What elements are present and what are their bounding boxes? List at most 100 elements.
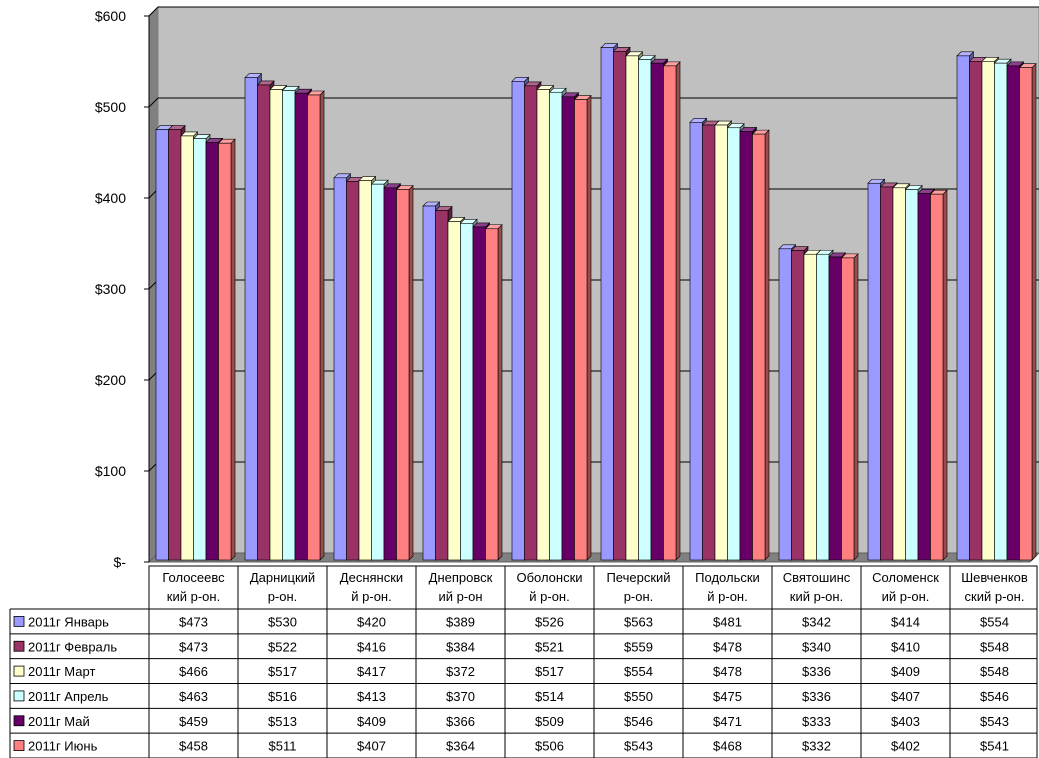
bar-front xyxy=(371,183,385,561)
bar xyxy=(840,253,859,561)
legend-swatch xyxy=(13,616,25,627)
data-label: $548 xyxy=(980,664,1009,679)
bar-front xyxy=(294,92,308,561)
data-label: $554 xyxy=(980,614,1009,629)
bar-front xyxy=(791,250,805,561)
bar-front xyxy=(981,61,995,561)
bar-front xyxy=(880,186,894,561)
bar-front xyxy=(511,81,525,561)
bar-front xyxy=(702,124,716,561)
category-label: Днепровск xyxy=(429,570,493,585)
bar-front xyxy=(828,256,842,561)
data-label: $407 xyxy=(357,739,386,754)
legend-swatch xyxy=(13,715,25,727)
data-label: $403 xyxy=(891,714,920,729)
y-tick-label: $200 xyxy=(95,372,126,388)
data-label: $342 xyxy=(802,614,831,629)
category-label: Оболонски xyxy=(516,570,582,585)
bar-front xyxy=(307,94,321,561)
legend-label: 2011г Январь xyxy=(28,614,109,629)
legend-label: 2011г Март xyxy=(28,664,95,679)
data-label: $402 xyxy=(891,739,920,754)
bar-front xyxy=(638,59,652,561)
data-label: $407 xyxy=(891,689,920,704)
category-label: Голосеевс xyxy=(162,570,225,585)
bar-front xyxy=(193,138,207,561)
bar-front xyxy=(803,253,817,561)
data-label: $506 xyxy=(535,739,564,754)
data-label: $370 xyxy=(446,689,475,704)
data-table: Голосеевс кий р-он. Дарницкий р-он. Деснянск… xyxy=(9,565,1038,758)
data-label: $463 xyxy=(179,689,208,704)
data-label: $554 xyxy=(624,664,653,679)
data-label: $478 xyxy=(713,639,742,654)
y-tick-label: $- xyxy=(114,554,127,570)
bar-front xyxy=(422,205,436,561)
bar-side xyxy=(497,224,503,561)
category-label: ский р-он. xyxy=(965,589,1025,604)
data-label: $543 xyxy=(980,714,1009,729)
y-tick-label: $500 xyxy=(95,99,126,115)
data-label: $364 xyxy=(446,739,475,754)
legend-label: 2011г Июнь xyxy=(28,739,98,754)
data-label: $468 xyxy=(713,739,742,754)
bar-front xyxy=(282,90,296,561)
bars xyxy=(155,42,1037,561)
data-label: $409 xyxy=(357,714,386,729)
data-label: $550 xyxy=(624,689,653,704)
bar-front xyxy=(383,187,397,561)
bar-front xyxy=(561,96,575,561)
data-label: $546 xyxy=(980,689,1009,704)
bar-front xyxy=(333,177,347,561)
data-label: $458 xyxy=(179,739,208,754)
data-label: $509 xyxy=(535,714,564,729)
bar xyxy=(217,138,236,561)
bar-front xyxy=(435,210,449,561)
bar xyxy=(662,61,681,561)
category-label: й р-он. xyxy=(707,589,747,604)
bar-front xyxy=(155,129,169,561)
data-label: $548 xyxy=(980,639,1009,654)
bar-front xyxy=(205,142,219,561)
bar-front xyxy=(917,192,931,561)
data-label: $517 xyxy=(535,664,564,679)
bar-front xyxy=(816,253,830,561)
data-label: $521 xyxy=(535,639,564,654)
data-label: $563 xyxy=(624,614,653,629)
bar xyxy=(929,189,948,561)
data-label: $526 xyxy=(535,614,564,629)
legend-swatch xyxy=(13,740,25,751)
data-label: $333 xyxy=(802,714,831,729)
bar-front xyxy=(689,121,703,561)
bar-front xyxy=(930,193,944,561)
data-label: $481 xyxy=(713,614,742,629)
bar-side xyxy=(764,129,770,561)
legend-swatch xyxy=(13,640,25,652)
bar-front xyxy=(714,124,728,561)
y-tick-label: $300 xyxy=(95,281,126,297)
data-label: $372 xyxy=(446,664,475,679)
category-label: й р-он. xyxy=(351,589,391,604)
bar-side xyxy=(408,184,414,561)
y-axis-ticks: $- $100 $200 $300 $400 $500 $600 xyxy=(95,8,149,570)
data-label: $417 xyxy=(357,664,386,679)
y-tick-label: $400 xyxy=(95,190,126,206)
category-label: ий р-он xyxy=(438,589,482,604)
legend-swatch xyxy=(13,665,25,677)
gridline-side xyxy=(148,97,159,108)
bar-side xyxy=(319,90,325,561)
data-label: $522 xyxy=(268,639,297,654)
bar-front xyxy=(574,99,588,561)
legend-label: 2011г Февраль xyxy=(28,639,117,654)
legend-label: 2011г Май xyxy=(28,714,90,729)
legend-swatch xyxy=(13,690,25,702)
y-tick-label: $100 xyxy=(95,463,126,479)
category-label: Святошинс xyxy=(783,570,851,585)
bar xyxy=(1018,62,1037,561)
bar-side xyxy=(230,138,236,561)
data-label: $475 xyxy=(713,689,742,704)
bar-front xyxy=(549,91,563,561)
data-label: $389 xyxy=(446,614,475,629)
bar-front xyxy=(613,51,627,561)
